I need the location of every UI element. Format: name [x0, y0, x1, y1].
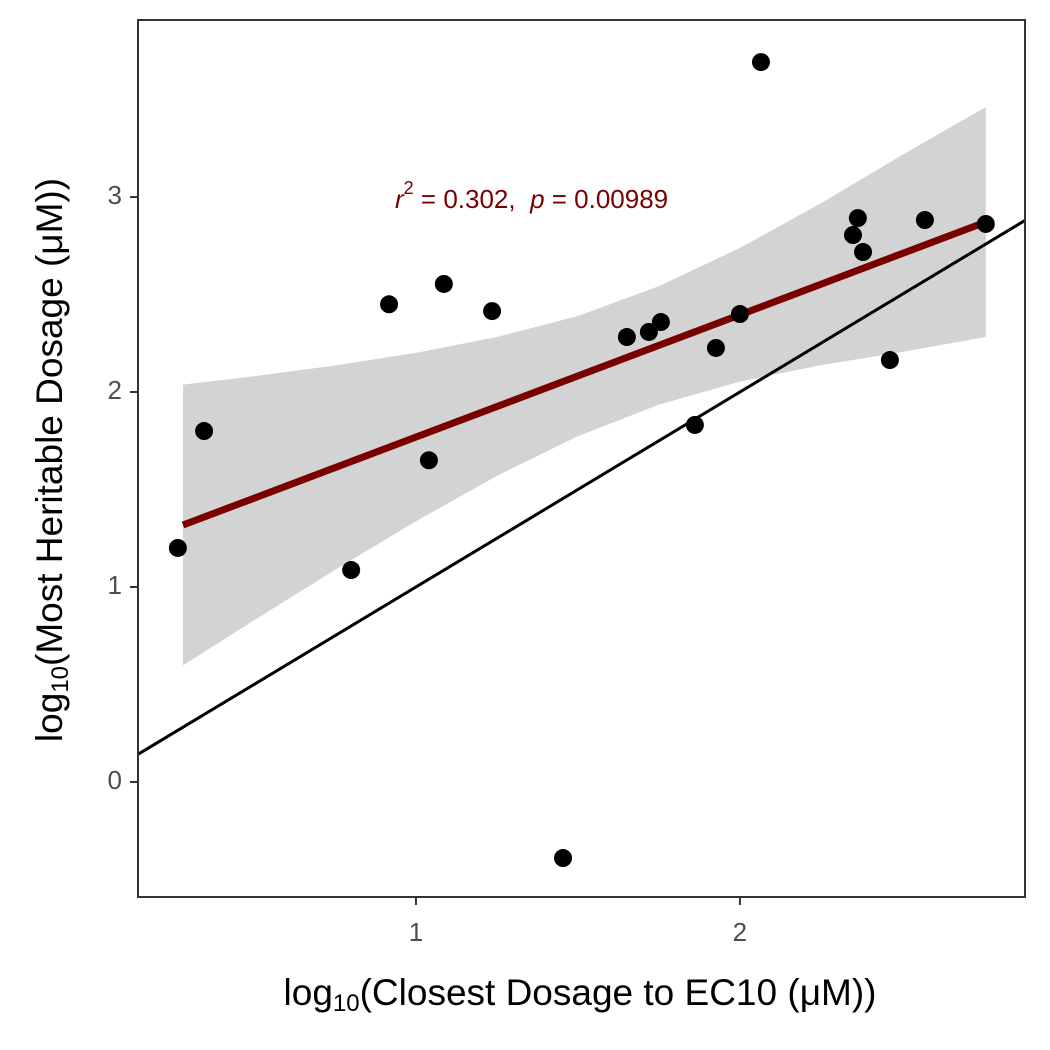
- point: [915, 211, 934, 230]
- annotation-p-value: = 0.00989: [545, 184, 669, 214]
- y-title-subscript: 10: [47, 666, 74, 693]
- x-title-body: (Closest Dosage to EC10 (μM)): [360, 972, 877, 1013]
- point: [685, 415, 704, 434]
- point: [751, 53, 770, 72]
- annotation-r-value: = 0.302,: [414, 184, 530, 214]
- point: [843, 226, 862, 245]
- point: [617, 328, 636, 347]
- annotation-exponent: 2: [404, 178, 414, 198]
- y-title-body: (Most Heritable Dosage (μM)): [29, 178, 70, 666]
- point: [380, 295, 399, 314]
- point: [639, 322, 658, 341]
- plot-area: [138, 53, 1025, 868]
- point: [434, 274, 453, 293]
- x-title-prefix: log: [284, 972, 333, 1013]
- annotation: r2 = 0.302, p = 0.00989: [395, 178, 668, 214]
- point: [554, 849, 573, 868]
- point: [651, 313, 670, 332]
- point: [854, 243, 873, 262]
- point: [195, 422, 214, 441]
- point: [706, 338, 725, 357]
- identity-line: [138, 219, 1025, 756]
- y-tick-label: 3: [108, 180, 122, 210]
- confidence-band: [183, 106, 986, 666]
- fit-line: [181, 218, 988, 529]
- y-tick-label: 2: [108, 375, 122, 405]
- y-tick-label: 1: [108, 570, 122, 600]
- point: [848, 209, 867, 228]
- point: [483, 302, 502, 321]
- x-axis-title: log10(Closest Dosage to EC10 (μM)): [284, 972, 877, 1018]
- point: [976, 214, 995, 233]
- point: [730, 305, 749, 324]
- x-tick-label: 1: [409, 917, 423, 947]
- x-title-subscript: 10: [333, 990, 360, 1017]
- point: [419, 451, 438, 470]
- annotation-p: p: [529, 184, 544, 214]
- x-tick-label: 2: [733, 917, 747, 947]
- y-tick-label: 0: [108, 765, 122, 795]
- annotation-r: r: [395, 184, 405, 214]
- point: [342, 561, 361, 580]
- point: [880, 351, 899, 370]
- panel-border: [137, 19, 1026, 898]
- point: [168, 538, 187, 557]
- y-axis-title: log10(Most Heritable Dosage (μM)): [29, 178, 75, 742]
- y-title-prefix: log: [29, 693, 70, 742]
